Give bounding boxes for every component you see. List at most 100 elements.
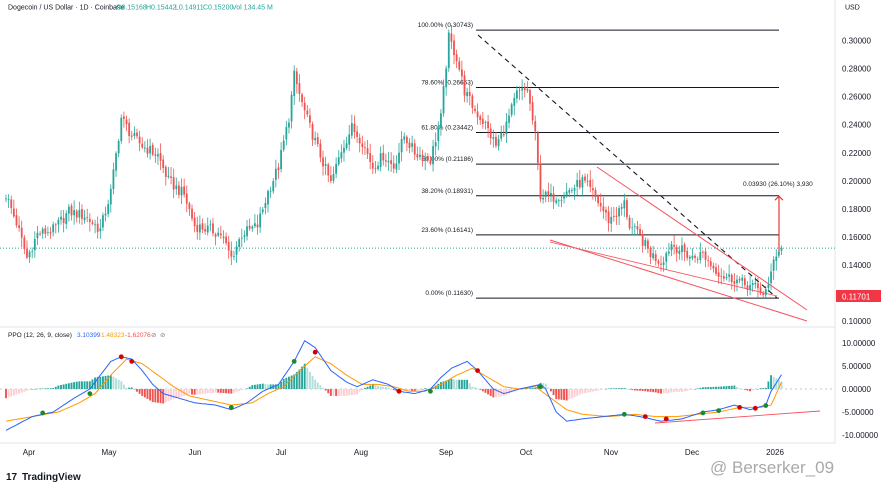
ppo-histogram-bar [377,385,379,389]
ppo-histogram-bar [463,379,466,389]
candle-body [78,209,81,218]
candle-body [471,95,474,108]
ppo-histogram-bar [709,386,712,389]
ppo-histogram-bar [704,387,707,389]
ppo-histogram-bar [311,375,314,389]
time-axis[interactable]: Apr May Jun Jul Aug Sep Oct Nov Dec 2026 [23,448,785,457]
candle-body [306,110,309,115]
ppo-crossover-dot [700,410,706,416]
ppo-histogram-bar [594,389,597,392]
ppo-histogram-bar [54,386,57,389]
ppo-histogram-bar [99,376,102,389]
ppo-histogram-bar [308,371,311,389]
ppo-histogram-bar [413,389,416,392]
candle-body [620,207,623,209]
candle-body [57,219,60,225]
candle-body [683,244,686,252]
candle-body [301,94,303,103]
ppo-histogram-bar [667,389,670,393]
ppo-tick-label: 10.00000 [842,339,876,348]
ppo-histogram-bar [138,389,141,394]
candle-body [256,224,259,228]
candle-body [361,143,364,147]
ppo-histogram-bar [691,389,694,390]
candle-body [453,40,455,56]
price-badge: 0.11701 [842,293,871,302]
ppo-histogram-bar [316,382,319,389]
candle-body [660,263,662,265]
ppo-histogram-bar [736,386,738,389]
candle-body [654,254,657,262]
ppo-crossover-dot [428,388,433,394]
ppo-histogram-bar [256,384,259,389]
ppo-histogram-bar [104,375,107,389]
candle-body [151,144,154,155]
ppo-settings-icon[interactable]: ⊘ [151,332,156,339]
ppo-crossover-dot [663,416,669,422]
candle-body [568,190,571,193]
ppo-histogram-bar [618,388,621,389]
ppo-histogram-bar [41,388,44,390]
candle-body [164,166,167,177]
ppo-histogram-bar [65,383,68,389]
ppo-histogram-bar [437,383,440,389]
candle-body [762,293,765,295]
ppo-histogram-bar [301,366,304,389]
candle-body [81,209,83,219]
candle-body [641,234,644,246]
candle-body [521,88,524,91]
candle-body [104,213,107,216]
candle-body [91,222,94,224]
ppo-histogram-bar [86,381,89,389]
ppo-histogram-bar [350,389,353,396]
ppo-histogram-bar [631,389,634,390]
candle-body [555,200,558,203]
ppo-crossover-dot [737,405,742,410]
candle-body [492,137,495,139]
candle-body [576,180,579,187]
ppo-histogram-bar [479,389,482,390]
candle-body [728,274,731,277]
candle-body [309,115,311,123]
candle-body [70,205,73,216]
candle-body [206,225,209,233]
candle-body [775,256,778,261]
tradingview-logo[interactable]: 17 TradingView [6,472,81,483]
candle-body [288,122,290,128]
candle-body [120,117,123,142]
candle-body [476,111,479,118]
ppo-histogram-bar [101,376,104,389]
ppo-histogram-bar [560,389,563,400]
candle-body [285,127,288,140]
ppo-histogram-bar [10,389,13,397]
ppo-histogram-bar [453,379,455,389]
candle-body [408,142,411,148]
candle-body [709,261,712,267]
candle-body [513,97,516,106]
ppo-histogram-bar [332,389,335,396]
ppo-histogram-bar [230,389,233,394]
candle-body [534,121,537,132]
ppo-hide-icon[interactable]: ⊘ [160,332,165,339]
ppo-histogram-bar [733,385,736,389]
candle-body [267,191,269,205]
candle-body [227,242,230,251]
ppo-histogram-bar [487,389,490,395]
candle-body [565,191,568,195]
ppo-histogram-bar [319,385,322,389]
ppo-crossover-dot [291,359,297,364]
candle-body [274,168,277,180]
ppo-axis[interactable]: 10.00000 5.00000 0.00000 -5.00000 -10.00000 [842,339,879,440]
ppo-histogram-bar [529,388,531,389]
ppo-histogram-bar [125,387,128,389]
candle-body [196,224,199,232]
ppo-histogram-bar [340,389,343,396]
candle-body [649,248,652,258]
candle-body [510,104,513,115]
candle-body [738,279,741,281]
candle-body [248,225,251,229]
candle-body [586,180,589,182]
candle-body [264,203,267,209]
ppo-histogram-bar [424,388,427,389]
candle-body [730,274,733,282]
